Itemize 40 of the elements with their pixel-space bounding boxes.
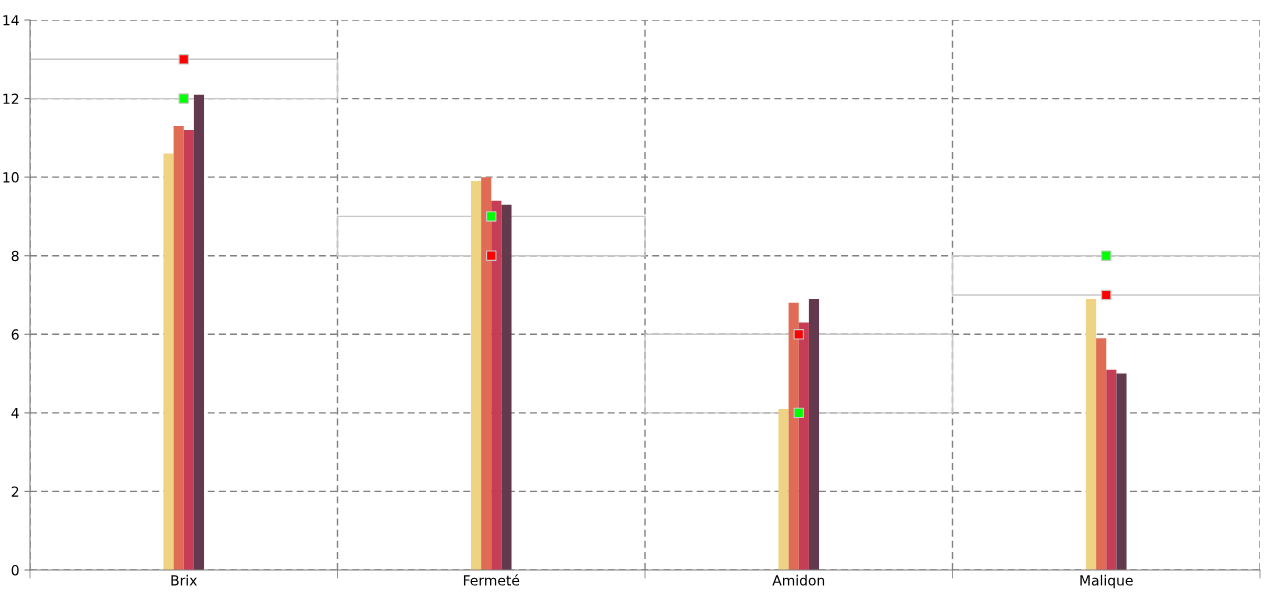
x-tick-label: Brix — [171, 574, 197, 586]
bar — [1116, 373, 1127, 570]
y-tick-label: 6 — [11, 329, 19, 340]
y-tick-label: 12 — [3, 93, 19, 104]
bar — [30, 58, 339, 100]
bar — [788, 302, 799, 570]
point — [486, 250, 497, 261]
point — [793, 329, 804, 340]
y-tick-label: 0 — [11, 564, 19, 576]
point — [486, 211, 497, 222]
y-tick-label: 2 — [11, 486, 19, 497]
point — [178, 54, 189, 65]
point — [178, 93, 189, 104]
y-tick-label: 8 — [11, 250, 19, 262]
bar — [470, 181, 482, 570]
bar — [491, 200, 502, 570]
y-tick-label: 10 — [3, 172, 19, 183]
bar — [798, 322, 809, 570]
x-tick-label: Fermeté — [463, 574, 520, 586]
bar — [481, 177, 492, 570]
y-tick-label: 14 — [3, 15, 19, 26]
bar — [173, 126, 184, 570]
point — [1101, 289, 1112, 301]
y-tick-label: 4 — [11, 408, 19, 419]
bar — [1096, 338, 1107, 570]
bar — [163, 153, 174, 570]
bar — [193, 94, 205, 570]
x-tick-label: Amidon — [772, 574, 825, 586]
bar — [183, 130, 194, 570]
bar — [951, 255, 1260, 296]
point — [1101, 250, 1112, 261]
bar — [644, 333, 954, 414]
x-tick-label: Malique — [1080, 574, 1133, 589]
bar — [808, 298, 820, 570]
bar — [1106, 369, 1117, 570]
bar — [501, 204, 512, 570]
bar — [336, 215, 646, 257]
bar — [778, 408, 789, 570]
point — [793, 407, 804, 419]
bar — [1085, 298, 1097, 570]
